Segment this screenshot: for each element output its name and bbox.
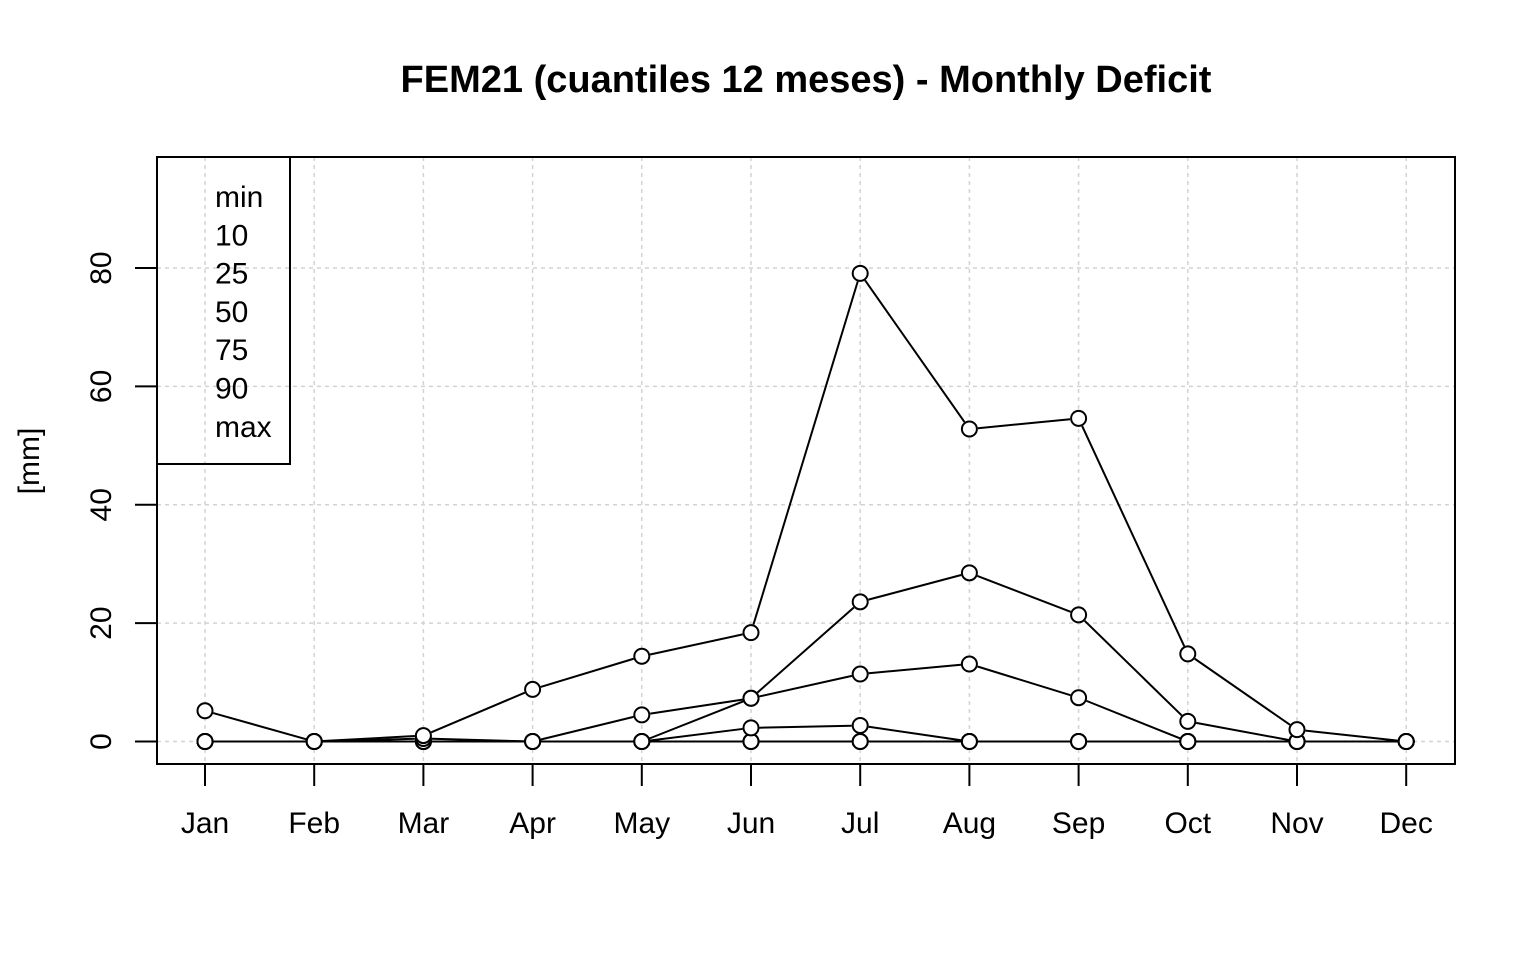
data-point (1179, 712, 1197, 730)
legend-entry: 10 (215, 219, 248, 252)
series-segment (1086, 699, 1181, 740)
legend-box (156, 156, 291, 465)
data-point (196, 702, 214, 720)
series-segment (976, 574, 1072, 613)
data-point (196, 733, 214, 750)
legend-entry: 75 (215, 334, 248, 367)
series-segment (1194, 657, 1291, 726)
data-point (1070, 606, 1088, 624)
series-segment (868, 663, 962, 675)
y-axis-label: [mm] (13, 428, 46, 495)
legend-entry: 50 (215, 296, 248, 329)
data-point (851, 665, 869, 683)
legend-entry: max (215, 411, 272, 444)
y-tick-label: 20 (85, 606, 118, 639)
data-point (851, 717, 869, 735)
legend: min 10 25 50 75 90 max (156, 156, 291, 465)
data-point (633, 733, 651, 750)
x-tick-label: Sep (1052, 807, 1105, 840)
series-segment (540, 715, 634, 741)
series-layer (196, 264, 1415, 750)
x-tick-label: Apr (509, 807, 556, 840)
chart-title: FEM21 (cuantiles 12 meses) - Monthly Def… (401, 59, 1212, 101)
data-point (742, 719, 760, 737)
x-tick-label: May (613, 807, 670, 840)
data-point (851, 733, 869, 750)
data-point (960, 564, 978, 582)
data-point (633, 706, 651, 724)
data-point (742, 689, 760, 707)
data-point (742, 624, 760, 642)
x-tick-label: Feb (288, 807, 340, 840)
grid (157, 157, 1455, 764)
data-point (960, 655, 978, 673)
series-segment (431, 737, 525, 743)
x-tick-label: Oct (1164, 807, 1211, 840)
series-segment (322, 735, 415, 743)
series-4 (196, 717, 1415, 750)
x-tick-label: Aug (943, 807, 996, 840)
series-segment (649, 633, 743, 656)
data-point (1070, 733, 1088, 750)
data-point (1179, 733, 1197, 750)
series-segment (650, 698, 743, 715)
data-point (960, 733, 978, 750)
legend-entry: 90 (215, 373, 248, 406)
series-segment (756, 606, 855, 694)
series-segment (1305, 729, 1398, 742)
series-5 (196, 655, 1415, 750)
series-segment (1195, 721, 1289, 741)
series-segment (864, 279, 966, 423)
x-tick-label: Jun (727, 807, 775, 840)
series-7 (196, 264, 1415, 750)
x-tick-label: Jan (181, 807, 229, 840)
series-segment (1081, 425, 1186, 647)
series-segment (759, 674, 853, 698)
series-segment (540, 657, 634, 688)
series-segment (752, 281, 859, 625)
data-point (960, 420, 978, 438)
series-segment (650, 727, 743, 742)
data-point (1397, 733, 1415, 750)
data-point (851, 593, 869, 611)
data-point (524, 680, 542, 698)
data-point (1288, 721, 1306, 739)
y-tick-label: 0 (85, 733, 118, 750)
legend-entry: min (215, 181, 263, 214)
series-segment (1083, 620, 1183, 717)
y-tick-label: 60 (85, 370, 118, 403)
x-tick-label: Jul (841, 807, 879, 840)
data-point (1179, 645, 1197, 663)
axes: Jan Feb Mar Apr May Jun Jul Aug Sep Oct Nov Dec 0 20 4… (85, 251, 1433, 840)
series-6 (196, 564, 1415, 750)
data-point (1070, 689, 1088, 707)
series-segment (977, 665, 1071, 697)
x-tick-label: Dec (1380, 807, 1433, 840)
series-segment (212, 712, 307, 741)
x-tick-label: Nov (1270, 807, 1323, 840)
legend-entry: 25 (215, 258, 248, 291)
data-point (305, 733, 323, 750)
data-point (1070, 409, 1088, 427)
plot-frame (156, 156, 1456, 765)
data-point (851, 264, 869, 282)
series-segment (868, 725, 962, 742)
series-segment (649, 700, 744, 740)
series-segment (430, 691, 526, 734)
y-tick-label: 80 (85, 251, 118, 284)
series-segment (759, 724, 852, 729)
data-point (633, 647, 651, 665)
x-tick-label: Mar (398, 807, 450, 840)
data-point (524, 733, 542, 750)
series-segment (977, 418, 1071, 430)
series-segment (868, 574, 962, 601)
y-tick-label: 40 (85, 488, 118, 521)
data-point (414, 727, 432, 745)
